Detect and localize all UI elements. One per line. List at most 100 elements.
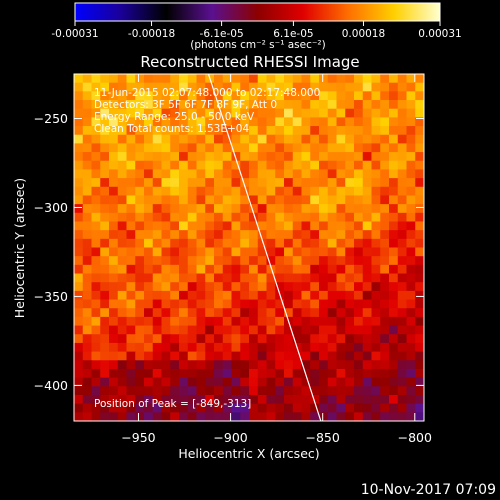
heatmap-cell	[240, 299, 250, 309]
heatmap-cell	[257, 264, 268, 275]
heatmap-cell	[100, 152, 110, 162]
heatmap-cell	[187, 290, 198, 301]
heatmap-cell	[345, 403, 355, 413]
heatmap-cell	[222, 299, 233, 309]
heatmap-cell	[91, 264, 101, 275]
heatmap-cell	[214, 386, 224, 396]
heatmap-cell	[240, 368, 250, 379]
heatmap-cell	[310, 377, 320, 387]
heatmap-cell	[301, 169, 311, 179]
heatmap-cell	[126, 212, 136, 223]
heatmap-cell	[292, 91, 303, 101]
heatmap-cell	[397, 342, 408, 353]
heatmap-cell	[196, 221, 206, 231]
x-tick-label: −800	[398, 430, 432, 445]
heatmap-cell	[231, 377, 241, 387]
heatmap-cell	[240, 386, 250, 396]
heatmap-cell	[82, 386, 93, 396]
heatmap-cell	[336, 195, 346, 205]
heatmap-cell	[161, 221, 171, 231]
heatmap-cell	[389, 377, 399, 387]
heatmap-cell	[301, 342, 311, 353]
heatmap-cell	[301, 351, 311, 361]
heatmap-cell	[74, 117, 84, 127]
heatmap-cell	[310, 221, 320, 231]
heatmap-cell	[284, 134, 294, 145]
heatmap-cell	[161, 230, 171, 240]
heatmap-cell	[170, 273, 180, 283]
heatmap-cell	[231, 386, 241, 396]
heatmap-cell	[397, 325, 408, 335]
heatmap-cell	[74, 221, 84, 231]
heatmap-cell	[301, 143, 311, 153]
heatmap-cell	[170, 117, 180, 127]
heatmap-cell	[222, 264, 233, 275]
heatmap-cell	[336, 308, 346, 318]
heatmap-cell	[397, 238, 408, 249]
heatmap-cell	[284, 394, 294, 405]
heatmap-cell	[74, 186, 84, 197]
heatmap-cell	[135, 290, 145, 301]
heatmap-cell	[345, 186, 355, 197]
heatmap-cell	[284, 342, 294, 353]
heatmap-cell	[74, 100, 84, 110]
heatmap-cell	[275, 221, 285, 231]
heatmap-cell	[336, 134, 346, 145]
heatmap-cell	[319, 134, 329, 145]
heatmap-cell	[284, 108, 294, 118]
heatmap-cell	[187, 394, 198, 405]
heatmap-cell	[100, 368, 110, 379]
heatmap-cell	[161, 334, 171, 344]
heatmap-cell	[196, 126, 206, 136]
heatmap-cell	[415, 204, 424, 214]
heatmap-cell	[240, 108, 250, 118]
heatmap-cell	[257, 247, 268, 257]
heatmap-cell	[152, 290, 163, 301]
heatmap-cell	[161, 316, 171, 327]
heatmap-cell	[354, 403, 364, 413]
heatmap-cell	[91, 169, 101, 179]
heatmap-cell	[415, 386, 424, 396]
heatmap-cell	[214, 377, 224, 387]
heatmap-cell	[126, 221, 136, 231]
heatmap-cell	[100, 221, 110, 231]
heatmap-cell	[257, 256, 268, 266]
heatmap-cell	[144, 334, 154, 344]
timestamp: 10-Nov-2017 07:09	[361, 482, 496, 498]
heatmap-cell	[301, 238, 311, 249]
heatmap-cell	[117, 403, 128, 413]
heatmap-cell	[187, 238, 198, 249]
heatmap-cell	[214, 117, 224, 127]
heatmap-cell	[257, 82, 268, 92]
heatmap-cell	[301, 134, 311, 145]
heatmap-cell	[74, 403, 84, 413]
heatmap-cell	[354, 290, 364, 301]
heatmap-cell	[249, 264, 259, 275]
heatmap-cell	[292, 108, 303, 118]
heatmap-cell	[205, 91, 215, 101]
heatmap-cell	[284, 334, 294, 344]
heatmap-cell	[319, 91, 329, 101]
heatmap-cell	[161, 204, 171, 214]
heatmap-cell	[406, 134, 416, 145]
heatmap-cell	[284, 273, 294, 283]
heatmap-cell	[249, 212, 259, 223]
heatmap-cell	[74, 143, 84, 153]
heatmap-cell	[415, 212, 424, 223]
heatmap-cell	[249, 256, 259, 266]
heatmap-cell	[170, 290, 180, 301]
heatmap-cell	[161, 212, 171, 223]
heatmap-cell	[196, 308, 206, 318]
heatmap-cell	[187, 195, 198, 205]
heatmap-cell	[126, 100, 136, 110]
heatmap-cell	[179, 74, 189, 84]
heatmap-cell	[214, 143, 224, 153]
heatmap-cell	[301, 117, 311, 127]
heatmap-cell	[179, 308, 189, 318]
heatmap-cell	[336, 334, 346, 344]
heatmap-cell	[275, 143, 285, 153]
heatmap-cell	[319, 290, 329, 301]
heatmap-cell	[249, 230, 259, 240]
heatmap-cell	[310, 74, 320, 84]
